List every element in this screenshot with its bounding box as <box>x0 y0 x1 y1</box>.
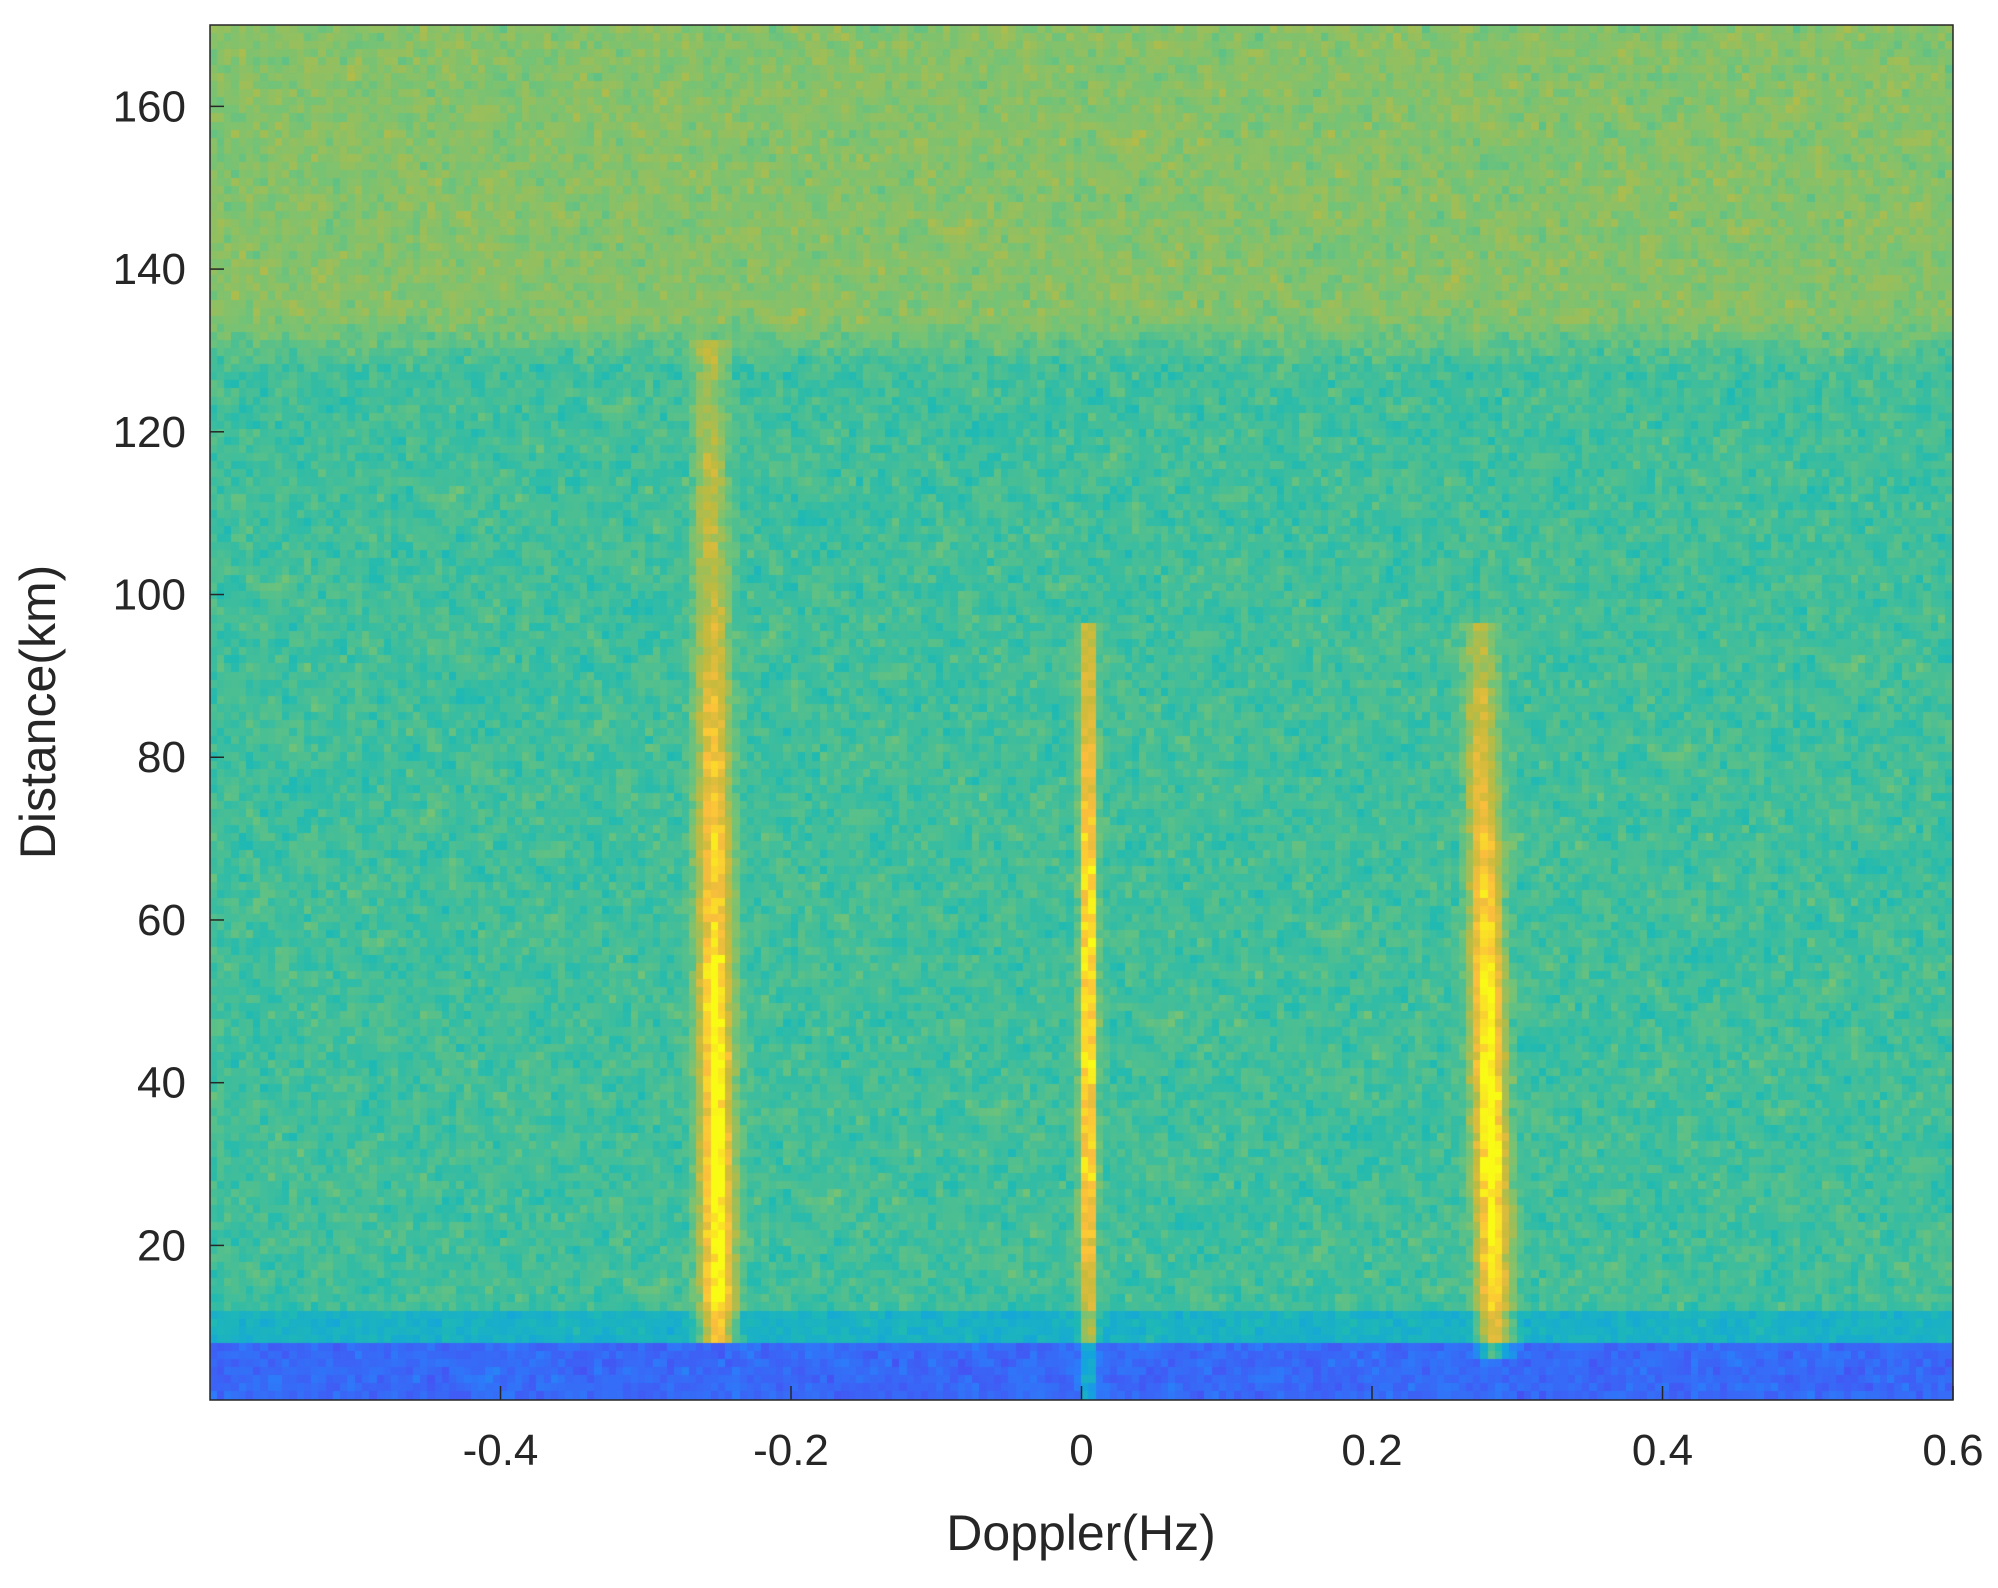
y-tick-label: 40 <box>137 1059 186 1108</box>
x-axis-label: Doppler(Hz) <box>946 1505 1216 1561</box>
x-tick-label: 0.2 <box>1341 1426 1402 1475</box>
x-tick-label: 0.6 <box>1922 1426 1983 1475</box>
y-tick-label: 120 <box>113 408 186 457</box>
x-tick-label: 0.4 <box>1632 1426 1693 1475</box>
y-axis-label: Distance(km) <box>10 565 66 859</box>
heatmap-image-container <box>210 25 1953 1400</box>
y-tick-label: 80 <box>137 733 186 782</box>
y-tick-label: 160 <box>113 82 186 131</box>
y-tick-label: 60 <box>137 896 186 945</box>
y-tick-label: 100 <box>113 571 186 620</box>
x-tick-label: 0 <box>1069 1426 1093 1475</box>
y-tick-label: 140 <box>113 245 186 294</box>
heatmap <box>210 25 1953 1400</box>
x-tick-label: -0.4 <box>463 1426 539 1475</box>
y-axis-ticks: 20 40 60 80 100 120 140 160 <box>113 82 224 1270</box>
y-tick-label: 20 <box>137 1221 186 1270</box>
x-tick-label: -0.2 <box>753 1426 829 1475</box>
plot-area <box>209 24 1954 1401</box>
x-axis-ticks: -0.4 -0.2 0 0.2 0.4 0.6 <box>463 1386 1984 1475</box>
